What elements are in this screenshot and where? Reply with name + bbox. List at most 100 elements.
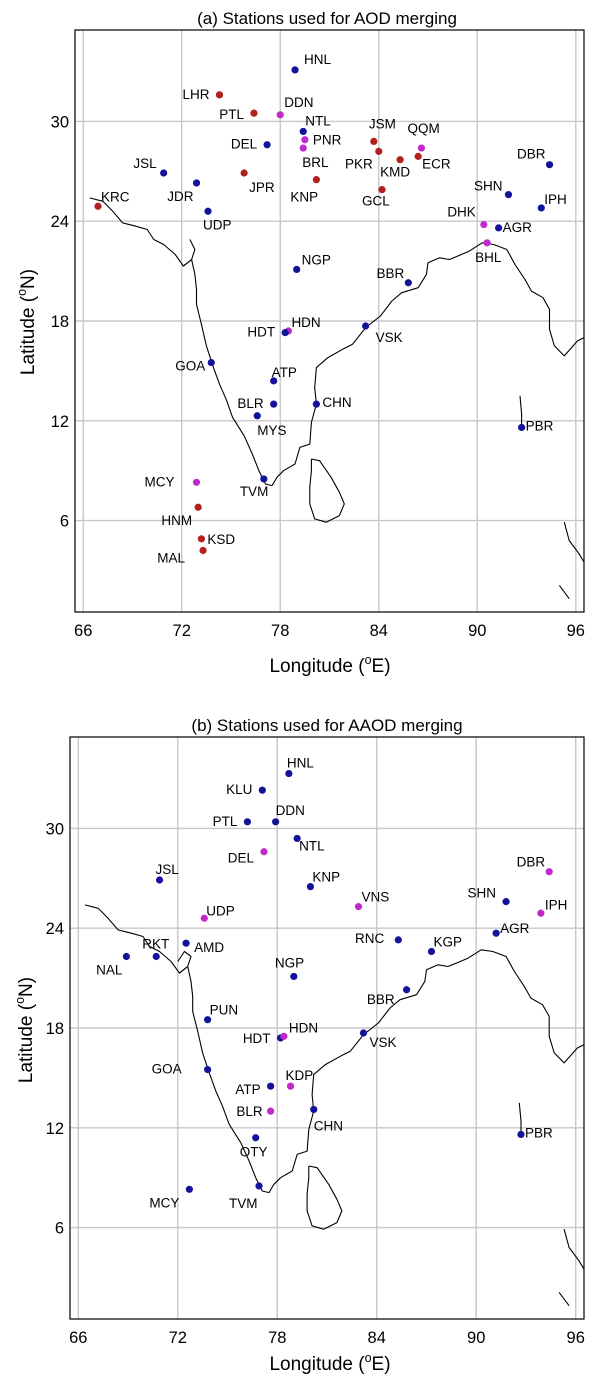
station-marker-rnc <box>394 936 402 944</box>
station-marker-pnr <box>301 136 309 144</box>
station-marker-atp <box>270 377 278 385</box>
station-marker-shn <box>502 898 510 906</box>
plot-frame <box>74 29 585 613</box>
station-label-blr: BLR <box>237 396 264 411</box>
station-label-knp: KNP <box>290 190 318 205</box>
station-label-knp: KNP <box>312 870 340 885</box>
x-tick-label: 96 <box>567 622 585 640</box>
y-tick-label: 30 <box>51 113 69 131</box>
coastline-segment <box>563 522 585 563</box>
station-marker-amd <box>182 939 190 947</box>
station-marker-ptl <box>243 818 252 826</box>
station-marker-hnm <box>194 503 202 511</box>
station-label-mys: MYS <box>257 423 286 438</box>
x-tick-label: 84 <box>370 622 388 640</box>
station-marker-dhk <box>480 220 488 229</box>
y-axis-label: Latitude (oN) <box>13 977 37 1083</box>
station-label-shn: SHN <box>474 179 503 194</box>
station-label-agr: AGR <box>500 921 530 936</box>
x-tick-label: 90 <box>467 1329 485 1347</box>
station-marker-bhl <box>483 239 491 247</box>
station-label-ecr: ECR <box>422 156 451 171</box>
station-label-chn: CHN <box>314 1118 343 1133</box>
station-marker-ksd <box>197 535 206 543</box>
station-marker-pbr <box>517 1130 525 1139</box>
map-panel-aod: (a) Stations used for AOD merging 66 72 78… <box>15 9 585 677</box>
station-label-brl: BRL <box>302 155 329 170</box>
station-marker-ntl <box>293 834 301 843</box>
station-label-atp: ATP <box>272 365 297 380</box>
station-label-tvm: TVM <box>240 484 268 499</box>
station-label-rkt: RKT <box>142 936 169 951</box>
station-label-kdp: KDP <box>286 1068 314 1083</box>
station-marker-ddn <box>276 111 284 119</box>
station-marker-chn <box>312 400 320 408</box>
station-label-hdt: HDT <box>247 325 275 340</box>
station-label-nal: NAL <box>96 962 123 977</box>
station-marker-mcy <box>185 1185 193 1193</box>
station-marker-klu <box>258 786 266 794</box>
station-marker-mcy <box>192 478 201 486</box>
coastline-segment <box>558 1292 570 1307</box>
station-label-iph: IPH <box>544 192 567 207</box>
station-label-agr: AGR <box>503 220 533 235</box>
x-tick-label: 78 <box>268 1329 286 1347</box>
station-marker-atp <box>267 1082 275 1090</box>
y-tick-label: 6 <box>55 1220 64 1238</box>
station-marker-del <box>263 141 271 149</box>
x-tick-label: 66 <box>69 1329 87 1347</box>
station-label-ntl: NTL <box>299 838 325 853</box>
station-label-vsk: VSK <box>376 330 403 345</box>
panel-title: (a) Stations used for AOD merging <box>197 9 457 28</box>
station-marker-vsk <box>362 322 370 330</box>
station-marker-pun <box>204 1016 212 1024</box>
station-label-krc: KRC <box>101 189 130 204</box>
station-label-udp: UDP <box>206 903 235 918</box>
station-label-kmd: KMD <box>380 165 410 180</box>
station-label-qqm: QQM <box>407 121 439 136</box>
station-label-bbr: BBR <box>377 266 405 281</box>
station-label-pkr: PKR <box>345 156 373 171</box>
station-marker-mys <box>253 412 261 420</box>
station-marker-tvm <box>260 475 268 483</box>
station-marker-qqm <box>417 144 426 152</box>
station-marker-krc <box>94 202 102 210</box>
coastline-segment <box>309 458 345 523</box>
station-label-jdr: JDR <box>167 189 193 204</box>
station-label-ngp: NGP <box>302 252 331 267</box>
station-marker-jdr <box>192 179 201 187</box>
station-label-gcl: GCL <box>362 194 390 209</box>
station-label-hnm: HNM <box>161 513 192 528</box>
station-marker-goa <box>204 1065 212 1074</box>
coastline-segment <box>89 197 585 487</box>
station-marker-rkt <box>152 952 160 961</box>
station-marker-shn <box>504 191 513 199</box>
station-label-blr: BLR <box>236 1104 263 1119</box>
station-label-jsm: JSM <box>369 116 396 131</box>
station-marker-iph <box>537 204 545 212</box>
station-label-lhr: LHR <box>182 87 209 102</box>
station-marker-ntl <box>299 127 307 136</box>
station-label-ddn: DDN <box>276 803 305 818</box>
station-marker-lhr <box>215 91 224 99</box>
x-tick-labels: 66 72 78 84 90 96 <box>69 1329 585 1347</box>
x-axis-label: Longitude (oE) <box>269 1351 390 1375</box>
x-tick-label: 78 <box>271 622 289 640</box>
y-tick-labels: 6 12 18 24 30 <box>51 113 69 530</box>
coastline-segment <box>183 239 196 267</box>
coastline-segment <box>518 1102 522 1135</box>
station-marker-brl <box>299 144 307 152</box>
station-label-bhl: BHL <box>475 250 502 265</box>
station-label-atp: ATP <box>235 1082 260 1097</box>
station-marker-chn <box>310 1105 318 1114</box>
station-markers <box>94 66 554 555</box>
station-label-goa: GOA <box>152 1062 182 1077</box>
coastline-segment <box>306 1165 343 1230</box>
station-label-hdn: HDN <box>291 315 320 330</box>
station-label-ddn: DDN <box>284 95 313 110</box>
station-marker-jsl <box>155 876 164 884</box>
station-marker-jsl <box>160 169 168 177</box>
y-axis-label: Latitude (oN) <box>15 269 39 375</box>
station-label-pbr: PBR <box>526 418 554 433</box>
station-marker-jsm <box>370 137 378 146</box>
